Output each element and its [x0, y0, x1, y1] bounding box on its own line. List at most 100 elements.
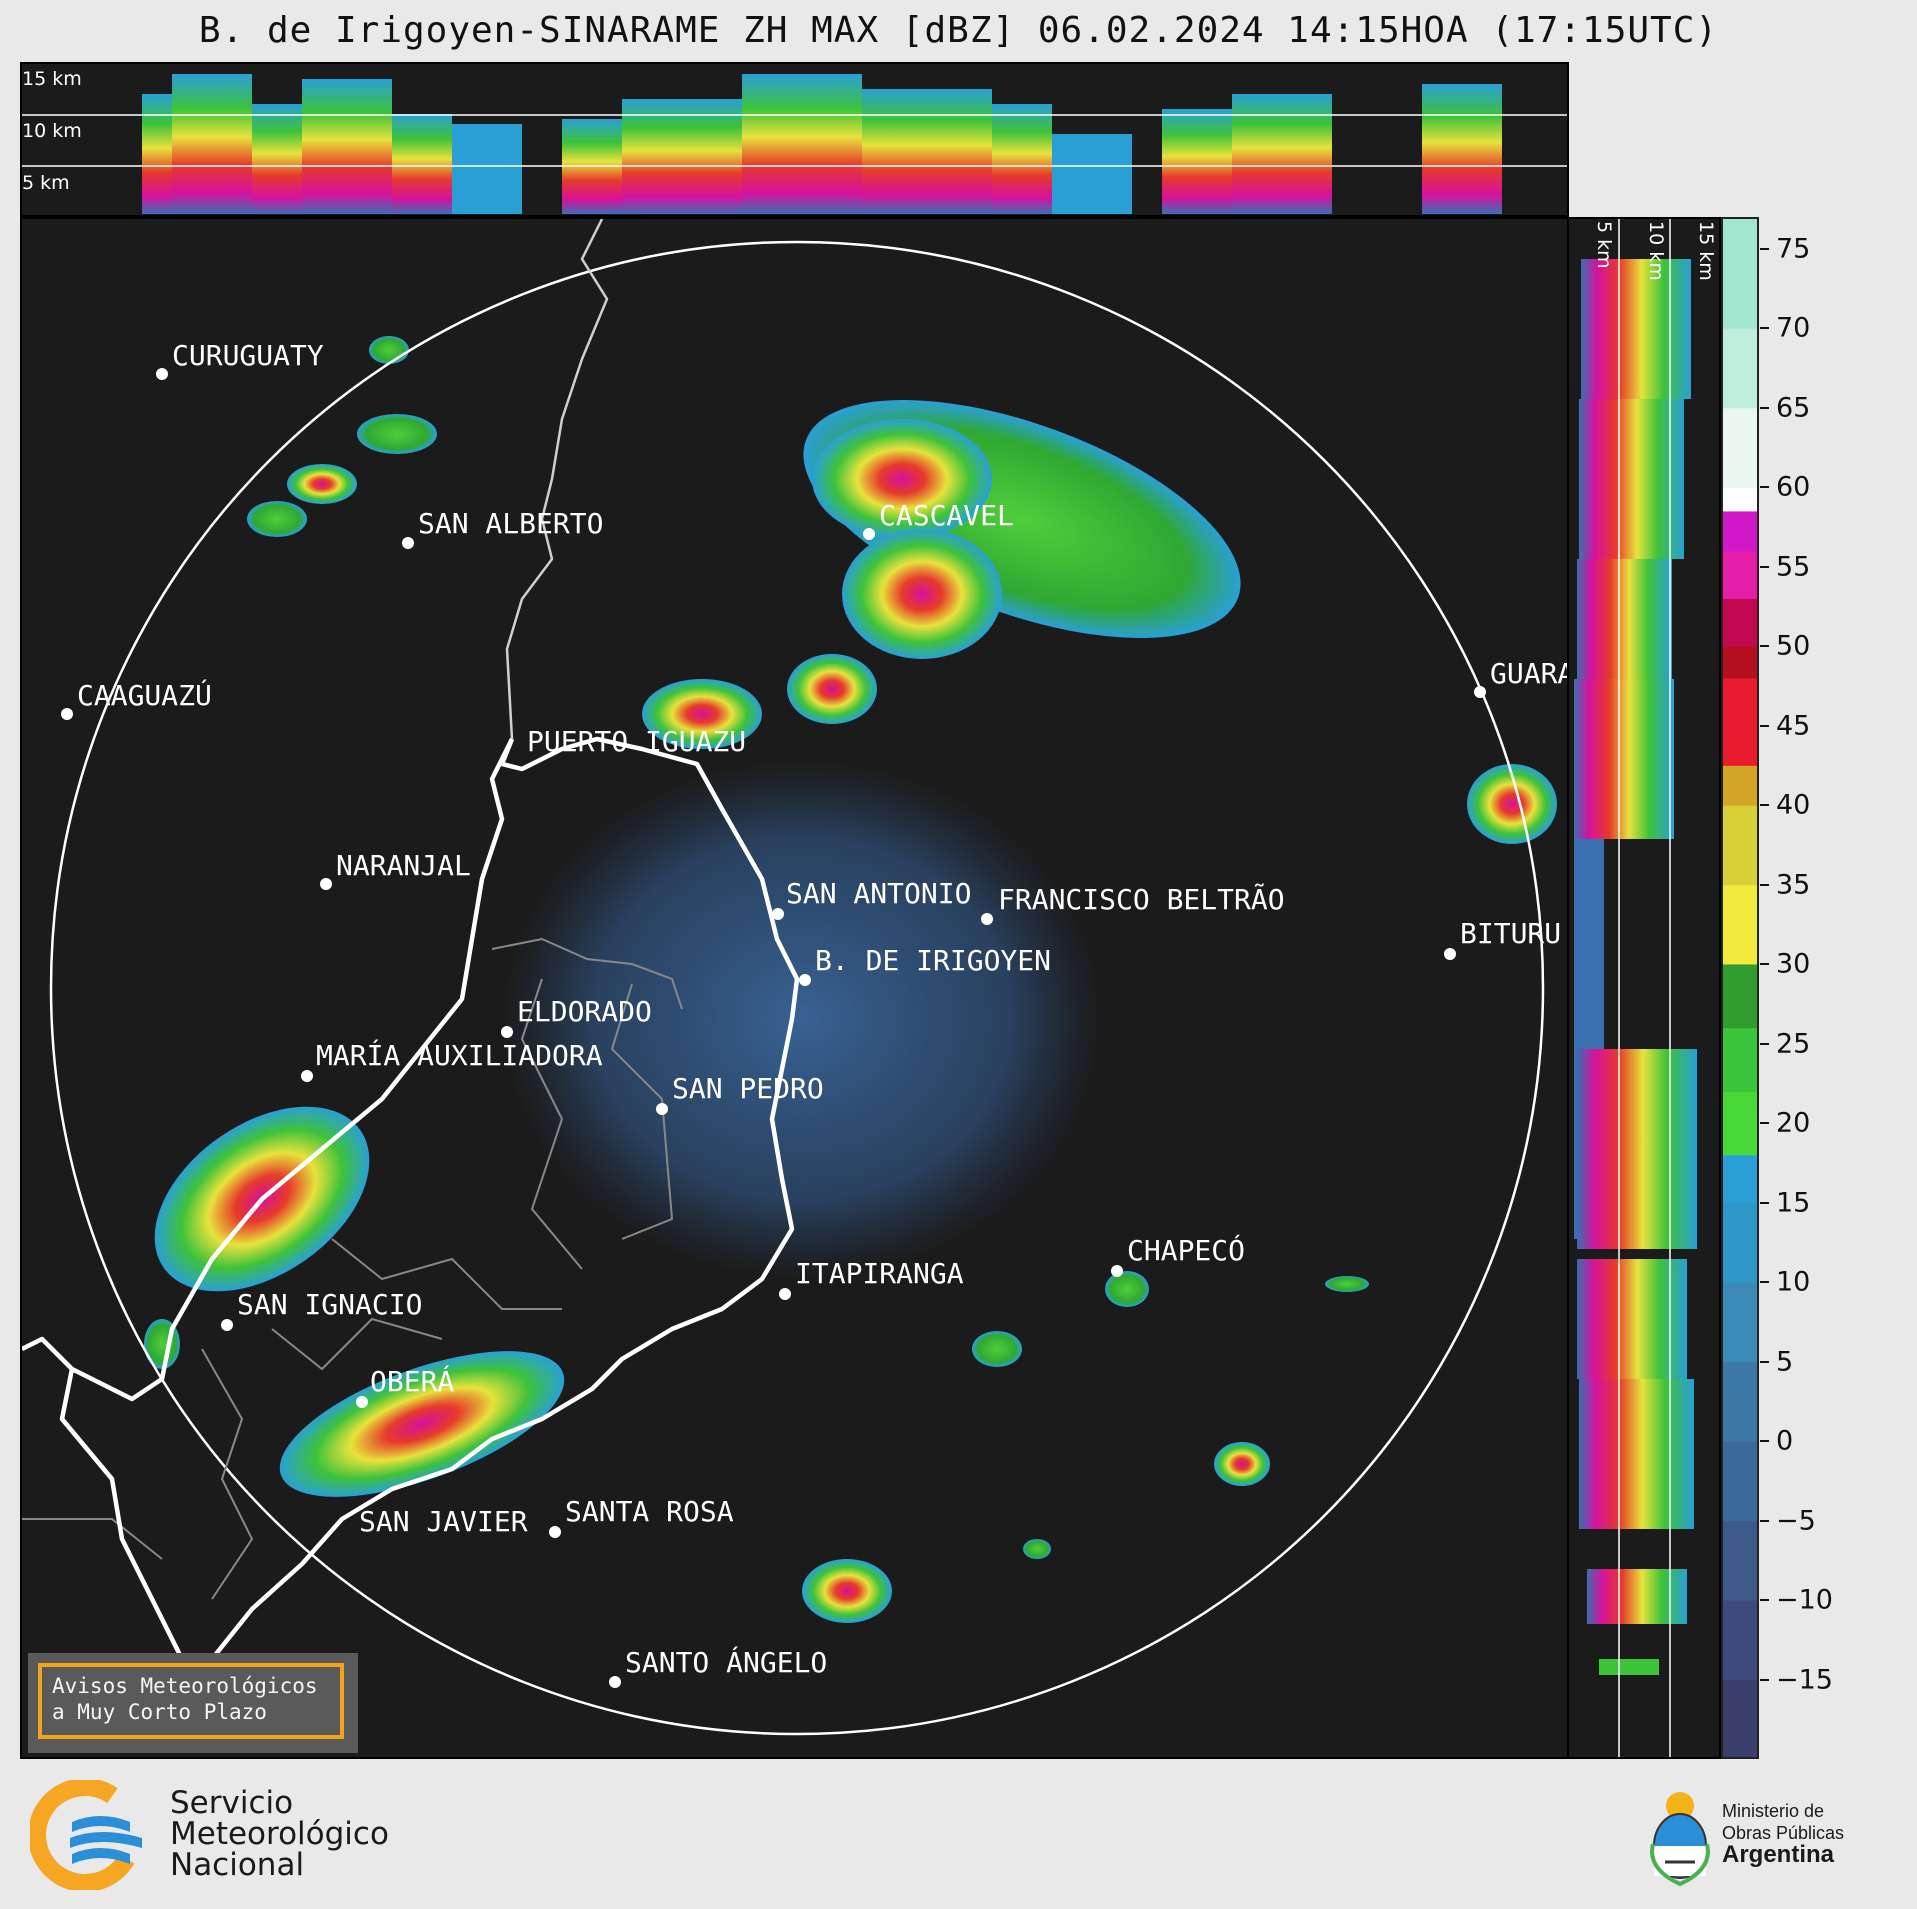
city-itapiranga: ITAPIRANGA: [779, 1257, 964, 1300]
colorbar-segment: [1723, 598, 1757, 647]
aviso-box[interactable]: Avisos Meteorológicos a Muy Corto Plazo: [28, 1653, 358, 1753]
colorbar-tick: [1760, 1519, 1769, 1522]
colorbar-segment: [1723, 487, 1757, 512]
top-cross-section-panel: 15 km 10 km 5 km: [20, 62, 1569, 217]
city-san-pedro: SAN PEDRO: [656, 1072, 824, 1115]
city-markers: CURUGUATY SAN ALBERTO CASCAVEL CAAGUAZÚ …: [61, 339, 1569, 1688]
reflectivity-colorbar: [1721, 217, 1759, 1759]
svg-text:PUERTO IGUAZU: PUERTO IGUAZU: [527, 725, 746, 758]
city-cascavel: CASCAVEL: [863, 499, 1014, 540]
aviso-line-2: a Muy Corto Plazo: [52, 1700, 267, 1724]
side-echo-rows: [1574, 259, 1697, 1675]
colorbar-tick: [1760, 1599, 1769, 1602]
colorbar-tick: [1760, 247, 1769, 250]
top-alt-label-15km: 15 km: [22, 68, 82, 90]
svg-text:SAN PEDRO: SAN PEDRO: [672, 1072, 824, 1105]
colorbar-tick-label: 65: [1776, 392, 1811, 424]
colorbar-segment: [1723, 805, 1757, 886]
aviso-link[interactable]: Avisos Meteorológicos a Muy Corto Plazo: [38, 1663, 344, 1739]
svg-text:CHAPECÓ: CHAPECÓ: [1127, 1233, 1245, 1267]
smn-name: Servicio Meteorológico Nacional: [170, 1785, 389, 1883]
city-caaguazu: CAAGUAZÚ: [61, 678, 212, 720]
colorbar-tick: [1760, 327, 1769, 330]
colorbar-tick: [1760, 1042, 1769, 1045]
svg-text:CASCAVEL: CASCAVEL: [879, 499, 1014, 532]
colorbar-tick-label: 0: [1776, 1425, 1794, 1457]
colorbar-segment: [1723, 550, 1757, 600]
aviso-line-1: Avisos Meteorológicos: [52, 1674, 318, 1698]
city-bituru: BITURU: [1444, 917, 1561, 960]
colorbar-tick: [1760, 1281, 1769, 1284]
colorbar-tick: [1760, 1678, 1769, 1681]
colorbar-tick: [1760, 1360, 1769, 1363]
svg-text:CAAGUAZÚ: CAAGUAZÚ: [77, 678, 212, 712]
colorbar-segment: [1723, 1600, 1757, 1681]
top-echo-columns: [142, 74, 1502, 214]
radar-map-panel: CURUGUATY SAN ALBERTO CASCAVEL CAAGUAZÚ …: [20, 217, 1569, 1759]
colorbar-tick: [1760, 724, 1769, 727]
colorbar-segment: [1723, 884, 1757, 965]
svg-text:SANTO ÁNGELO: SANTO ÁNGELO: [625, 1645, 827, 1679]
colorbar-tick-label: 40: [1776, 789, 1811, 821]
colorbar-segment: [1723, 1282, 1757, 1363]
svg-text:OBERÁ: OBERÁ: [370, 1364, 454, 1398]
colorbar-tick: [1760, 1440, 1769, 1443]
side-alt-label-15km: 15 km: [1695, 221, 1717, 281]
svg-text:ELDORADO: ELDORADO: [517, 995, 652, 1028]
city-eldorado: ELDORADO: [501, 995, 652, 1038]
colorbar-tick: [1760, 1122, 1769, 1125]
colorbar-tick: [1760, 1201, 1769, 1204]
colorbar-tick: [1760, 406, 1769, 409]
svg-text:MARÍA AUXILIADORA: MARÍA AUXILIADORA: [316, 1038, 603, 1072]
colorbar-segment: [1723, 765, 1757, 806]
svg-text:SAN ALBERTO: SAN ALBERTO: [418, 507, 603, 540]
city-obera: OBERÁ: [356, 1364, 454, 1408]
radar-clutter: [502, 759, 1102, 1279]
colorbar-tick-label: 15: [1776, 1187, 1811, 1219]
city-guara: GUARA: [1474, 657, 1569, 698]
svg-text:GUARA: GUARA: [1490, 657, 1569, 690]
colorbar-tick: [1760, 565, 1769, 568]
colorbar-tick: [1760, 883, 1769, 886]
colorbar-tick-label: 75: [1776, 233, 1811, 265]
colorbar-tick-label: 60: [1776, 471, 1811, 503]
colorbar-segment: [1723, 219, 1757, 329]
city-puerto-iguazu: PUERTO IGUAZU: [527, 725, 746, 758]
city-curuguaty: CURUGUATY: [156, 339, 324, 380]
colorbar-segment: [1723, 407, 1757, 488]
svg-text:ITAPIRANGA: ITAPIRANGA: [795, 1257, 964, 1290]
city-san-alberto: SAN ALBERTO: [402, 507, 603, 549]
colorbar-segment: [1723, 1520, 1757, 1601]
city-chapeco: CHAPECÓ: [1111, 1233, 1245, 1277]
colorbar-tick-label: 70: [1776, 312, 1811, 344]
city-maria-auxiliadora: MARÍA AUXILIADORA: [301, 1038, 603, 1082]
city-santa-rosa: SANTA ROSA: [549, 1495, 734, 1538]
colorbar-tick: [1760, 486, 1769, 489]
colorbar-tick-label: 30: [1776, 948, 1811, 980]
colorbar-segment: [1723, 328, 1757, 409]
colorbar-tick-label: 45: [1776, 710, 1811, 742]
colorbar-segment: [1723, 1027, 1757, 1092]
colorbar-segment: [1723, 1202, 1757, 1283]
colorbar-segment: [1723, 678, 1757, 766]
colorbar-segment: [1723, 1361, 1757, 1442]
colorbar-segment: [1723, 1441, 1757, 1522]
city-san-ignacio: SAN IGNACIO: [221, 1288, 422, 1331]
svg-text:CURUGUATY: CURUGUATY: [172, 339, 324, 372]
colorbar-tick-label: 55: [1776, 551, 1811, 583]
top-alt-label-10km: 10 km: [22, 120, 82, 142]
department-borders: [22, 937, 683, 1600]
radar-range-ring: [49, 240, 1545, 1736]
chart-title: B. de Irigoyen-SINARAME ZH MAX [dBZ] 06.…: [198, 10, 1719, 51]
colorbar-segment: [1723, 1154, 1757, 1204]
argentina-coat-of-arms-icon: [1650, 1792, 1710, 1887]
side-cross-section-panel: 5 km 10 km 15 km: [1569, 217, 1721, 1759]
colorbar-tick-label: 5: [1776, 1346, 1794, 1378]
colorbar-segment: [1723, 1679, 1757, 1757]
colorbar-tick-label: −5: [1776, 1505, 1816, 1537]
colorbar-tick-label: 25: [1776, 1028, 1811, 1060]
colorbar-tick-label: 50: [1776, 630, 1811, 662]
svg-text:BITURU: BITURU: [1460, 917, 1561, 950]
colorbar-segment: [1723, 1091, 1757, 1156]
colorbar-tick: [1760, 645, 1769, 648]
